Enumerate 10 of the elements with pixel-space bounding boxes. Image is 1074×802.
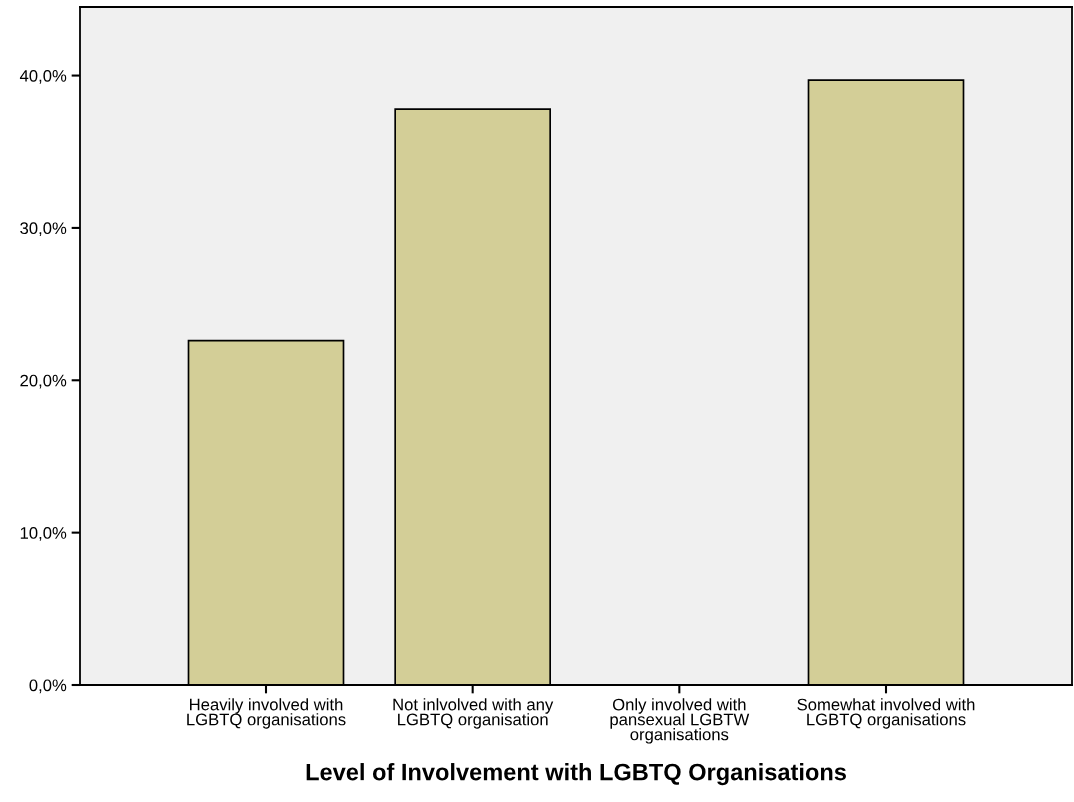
x-tick-label: Only involved with pansexual LGBTW organisations bbox=[610, 698, 750, 744]
y-tick-label: 20,0% bbox=[20, 374, 67, 389]
y-tick-label: 30,0% bbox=[20, 222, 67, 237]
y-tick-label: 0,0% bbox=[29, 679, 67, 694]
y-tick-label: 40,0% bbox=[19, 69, 67, 84]
y-tick-label: 10,0% bbox=[20, 527, 67, 541]
x-tick-label: Somewhat involved with LGBTQ organisations bbox=[797, 698, 975, 729]
x-tick-label: Not inlvolved with any LGBTQ organisation bbox=[393, 698, 554, 729]
x-tick-label: Heavily involved with LGBTQ organisations bbox=[187, 698, 346, 729]
x-axis-title: Level of Involvement with LGBTQ Organisations bbox=[306, 763, 846, 786]
